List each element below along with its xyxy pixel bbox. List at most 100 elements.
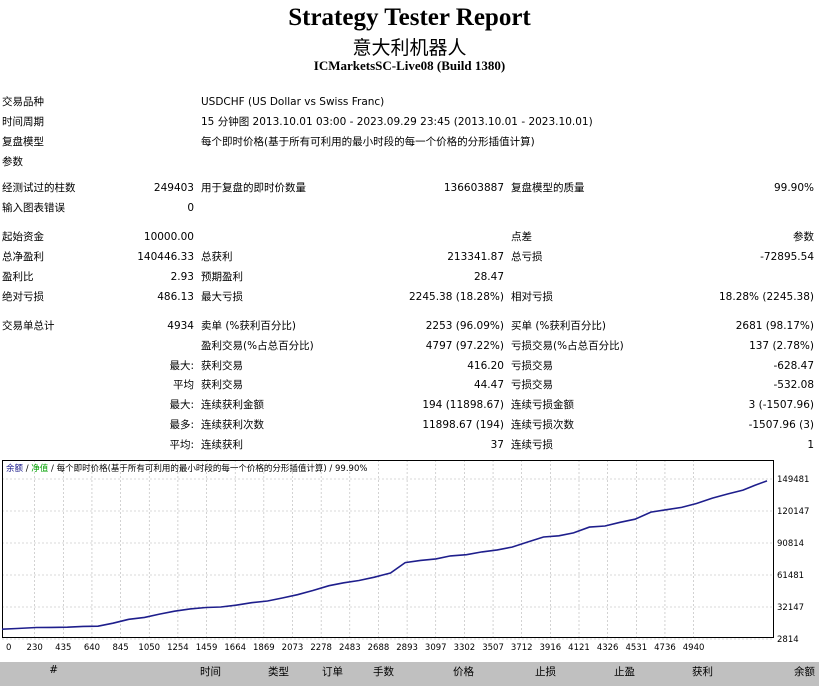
maximal-drawdown-label: 最大亏损 xyxy=(201,290,243,304)
largest-loss-value: -628.47 xyxy=(773,359,814,373)
total-trades-label: 交易单总计 xyxy=(2,319,55,333)
loss-trades-value: 137 (2.78%) xyxy=(749,339,814,353)
x-tick-label: 1869 xyxy=(253,643,275,653)
errors-value: 0 xyxy=(187,201,194,215)
relative-drawdown-label: 相对亏损 xyxy=(511,290,553,304)
total-trades-value: 4934 xyxy=(167,319,194,333)
chart-legend: 余额 / 净值 / 每个即时价格(基于所有可利用的最小时段的每一个价格的分形插值… xyxy=(6,463,367,474)
server-build: ICMarketsSC-Live08 (Build 1380) xyxy=(0,58,819,74)
x-tick-label: 3712 xyxy=(511,643,533,653)
x-tick-label: 230 xyxy=(27,643,43,653)
errors-label: 输入图表错误 xyxy=(2,201,65,215)
average-profit-value: 44.47 xyxy=(474,378,504,392)
params-label: 参数 xyxy=(2,155,23,169)
x-tick-label: 3097 xyxy=(425,643,447,653)
balance-chart: 0 230 435 640 845 1050 1254 1459 1664 1869 2073 227… xyxy=(2,460,816,656)
x-tick-label: 3916 xyxy=(540,643,562,653)
symbol-label: 交易品种 xyxy=(2,95,44,109)
largest-label: 最大: xyxy=(169,359,194,373)
spread-label: 点差 xyxy=(511,230,532,244)
symbol-value: USDCHF (US Dollar vs Swiss Franc) xyxy=(201,95,384,109)
gross-profit-label: 总获利 xyxy=(201,250,233,264)
x-tick-label: 3302 xyxy=(454,643,476,653)
y-tick-label: 120147 xyxy=(777,507,809,517)
x-tick-label: 2483 xyxy=(339,643,361,653)
legend-sep: / xyxy=(23,464,31,474)
y-tick-label: 32147 xyxy=(777,603,804,613)
profit-factor-label: 盈利比 xyxy=(2,270,34,284)
column-header: 止损 xyxy=(535,664,556,679)
consecutive-win-count-value: 11898.67 (194) xyxy=(422,418,504,432)
quality-label: 复盘模型的质量 xyxy=(511,181,585,195)
x-tick-label: 1254 xyxy=(167,643,189,653)
chart-background xyxy=(2,460,816,656)
column-header: 手数 xyxy=(373,664,394,679)
deposit-label: 起始资金 xyxy=(2,230,44,244)
x-tick-label: 1459 xyxy=(196,643,218,653)
consecutive-loss-amount-label: 连续亏损金额 xyxy=(511,398,574,412)
legend-balance: 余额 xyxy=(6,463,24,474)
model-value: 每个即时价格(基于所有可利用的最小时段的每一个价格的分形插值计算) xyxy=(201,135,535,149)
loss-trades-label: 亏损交易(%占总百分比) xyxy=(511,339,624,353)
x-tick-label: 4121 xyxy=(568,643,590,653)
relative-drawdown-value: 18.28% (2245.38) xyxy=(719,290,814,304)
legend-sep: / xyxy=(48,464,56,474)
x-tick-label: 2073 xyxy=(282,643,304,653)
largest-profit-label: 获利交易 xyxy=(201,359,243,373)
average-profit-label: 获利交易 xyxy=(201,378,243,392)
x-tick-label: 2688 xyxy=(368,643,390,653)
x-tick-label: 435 xyxy=(55,643,71,653)
bars-label: 经测试过的柱数 xyxy=(2,181,76,195)
gross-loss-value: -72895.54 xyxy=(760,250,814,264)
average-label: 平均 xyxy=(173,378,194,392)
average-loss-value: -532.08 xyxy=(773,378,814,392)
x-tick-label: 4326 xyxy=(597,643,619,653)
absolute-drawdown-value: 486.13 xyxy=(157,290,194,304)
y-tick-label: 2814 xyxy=(777,635,799,645)
expected-payoff-label: 预期盈利 xyxy=(201,270,243,284)
profit-factor-value: 2.93 xyxy=(171,270,194,284)
y-tick-label: 61481 xyxy=(777,571,804,581)
consecutive-win-count-label: 连续获利次数 xyxy=(201,418,264,432)
period-value: 15 分钟图 2013.10.01 03:00 - 2023.09.29 23:… xyxy=(201,115,593,129)
long-positions-value: 2681 (98.17%) xyxy=(736,319,814,333)
largest-loss-label: 亏损交易 xyxy=(511,359,553,373)
x-tick-label: 640 xyxy=(84,643,100,653)
average-consecutive-wins-value: 37 xyxy=(491,438,504,452)
column-header: 止盈 xyxy=(614,664,635,679)
deposit-value: 10000.00 xyxy=(144,230,194,244)
column-header: 类型 xyxy=(268,664,289,679)
largest-profit-value: 416.20 xyxy=(467,359,504,373)
bars-value: 249403 xyxy=(154,181,194,195)
profit-trades-label: 盈利交易(%占总百分比) xyxy=(201,339,314,353)
gross-profit-value: 213341.87 xyxy=(447,250,504,264)
trades-table-header: # 时间 类型 订单 手数 价格 止损 止盈 获利 余额 xyxy=(0,662,819,686)
profit-trades-value: 4797 (97.22%) xyxy=(426,339,504,353)
spread-value: 参数 xyxy=(793,230,814,244)
gross-loss-label: 总亏损 xyxy=(511,250,543,264)
consecutive-loss-amount-value: 3 (-1507.96) xyxy=(749,398,814,412)
x-tick-label: 2893 xyxy=(396,643,418,653)
consecutive-loss-count-value: -1507.96 (3) xyxy=(749,418,814,432)
column-header: # xyxy=(49,664,58,676)
x-tick-label: 4736 xyxy=(654,643,676,653)
column-header: 订单 xyxy=(322,664,343,679)
long-positions-label: 买单 (%获利百分比) xyxy=(511,319,606,333)
expert-name: 意大利机器人 xyxy=(0,33,819,60)
maximal-label: 最多: xyxy=(169,418,194,432)
x-tick-label: 1664 xyxy=(224,643,246,653)
column-header: 时间 xyxy=(200,664,221,679)
legend-quality: 99.90% xyxy=(335,464,367,474)
absolute-drawdown-label: 绝对亏损 xyxy=(2,290,44,304)
model-label: 复盘模型 xyxy=(2,135,44,149)
expected-payoff-value: 28.47 xyxy=(474,270,504,284)
average-consecutive-losses-label: 连续亏损 xyxy=(511,438,553,452)
consecutive-win-amount-label: 连续获利金额 xyxy=(201,398,264,412)
legend-equity: 净值 xyxy=(31,463,49,474)
ticks-label: 用于复盘的即时价数量 xyxy=(201,181,306,195)
legend-sep: / xyxy=(327,464,335,474)
average-consecutive-losses-value: 1 xyxy=(807,438,814,452)
ticks-value: 136603887 xyxy=(444,181,504,195)
column-header: 获利 xyxy=(692,664,713,679)
legend-model: 每个即时价格(基于所有可利用的最小时段的每一个价格的分形插值计算) xyxy=(57,463,327,474)
